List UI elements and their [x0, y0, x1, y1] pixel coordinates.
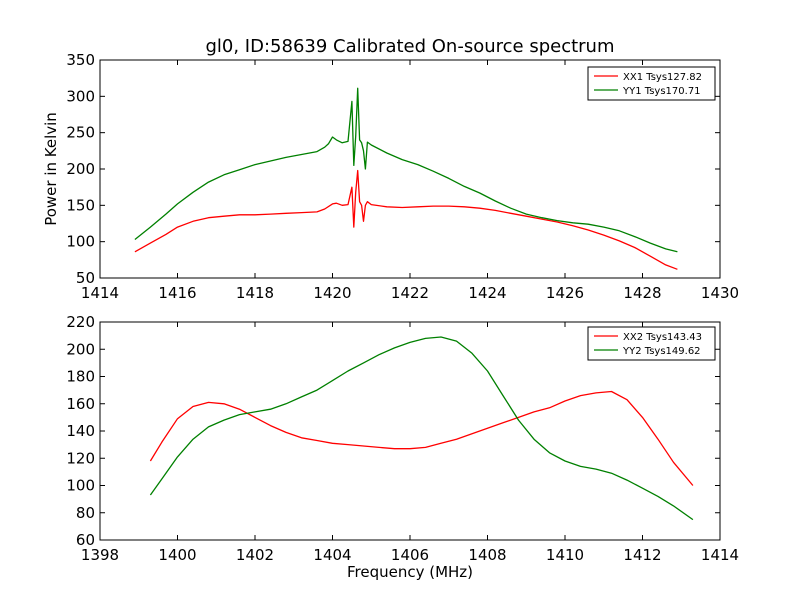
- legend: XX1 Tsys127.82 YY1 Tsys170.71: [587, 66, 716, 101]
- top-panel: 1414 1416 1418 1420 1422 1424 1426 1428 1430 50 10…: [42, 51, 739, 302]
- series-line-xx2: [149, 390, 694, 486]
- y-tick-label: 250: [66, 124, 95, 142]
- legend-label: XX2 Tsys143.43: [623, 332, 702, 343]
- figure-title: gl0, ID:58639 Calibrated On-source spect…: [205, 36, 614, 57]
- x-tick-label: 1426: [546, 284, 584, 302]
- x-tick-label: 1430: [701, 284, 739, 302]
- series-line-yy1: [134, 87, 678, 253]
- series-line-yy2: [149, 336, 694, 521]
- y-tick-label: 120: [66, 449, 95, 467]
- x-axis-label: Frequency (MHz): [347, 563, 473, 581]
- y-tick-label: 180: [66, 368, 95, 386]
- y-tick-label: 200: [66, 160, 95, 178]
- x-tick-label: 1402: [236, 546, 274, 564]
- y-tick-label: 160: [66, 395, 95, 413]
- x-tick-label: 1414: [81, 284, 119, 302]
- y-tick-label: 50: [76, 269, 95, 287]
- legend-label: YY2 Tsys149.62: [622, 346, 701, 357]
- y-tick-label: 150: [66, 196, 95, 214]
- x-tick-label: 1408: [468, 546, 506, 564]
- x-tick-label: 1400: [158, 546, 196, 564]
- x-tick-label: 1428: [623, 284, 661, 302]
- x-tick-label: 1422: [391, 284, 429, 302]
- y-tick-label: 140: [66, 422, 95, 440]
- x-tick-label: 1412: [623, 546, 661, 564]
- x-tick-label: 1404: [313, 546, 351, 564]
- y-axis-label: Power in Kelvin: [42, 112, 60, 226]
- x-tick-label: 1410: [546, 546, 584, 564]
- x-tick-label: 1414: [701, 546, 739, 564]
- y-tick-label: 350: [66, 51, 95, 69]
- y-tick-label: 220: [66, 313, 95, 331]
- legend-label: XX1 Tsys127.82: [623, 72, 702, 83]
- x-tick-label: 1416: [158, 284, 196, 302]
- y-tick-label: 300: [66, 87, 95, 105]
- x-tick-label: 1406: [391, 546, 429, 564]
- y-tick-label: 100: [66, 477, 95, 495]
- y-tick-label: 60: [76, 531, 95, 549]
- bottom-panel: 1398 1400 1402 1404 1406 1408 1410 1412 1414 60 80…: [66, 313, 739, 581]
- legend-box: [587, 326, 716, 361]
- x-tick-label: 1420: [313, 284, 351, 302]
- series-line-xx1: [134, 169, 678, 270]
- y-tick-label: 80: [76, 504, 95, 522]
- y-tick-label: 100: [66, 233, 95, 251]
- y-tick-label: 200: [66, 340, 95, 358]
- legend-box: [587, 66, 716, 101]
- x-tick-label: 1424: [468, 284, 506, 302]
- x-tick-label: 1398: [81, 546, 119, 564]
- legend-label: YY1 Tsys170.71: [622, 86, 701, 97]
- legend: XX2 Tsys143.43 YY2 Tsys149.62: [587, 326, 716, 361]
- x-tick-label: 1418: [236, 284, 274, 302]
